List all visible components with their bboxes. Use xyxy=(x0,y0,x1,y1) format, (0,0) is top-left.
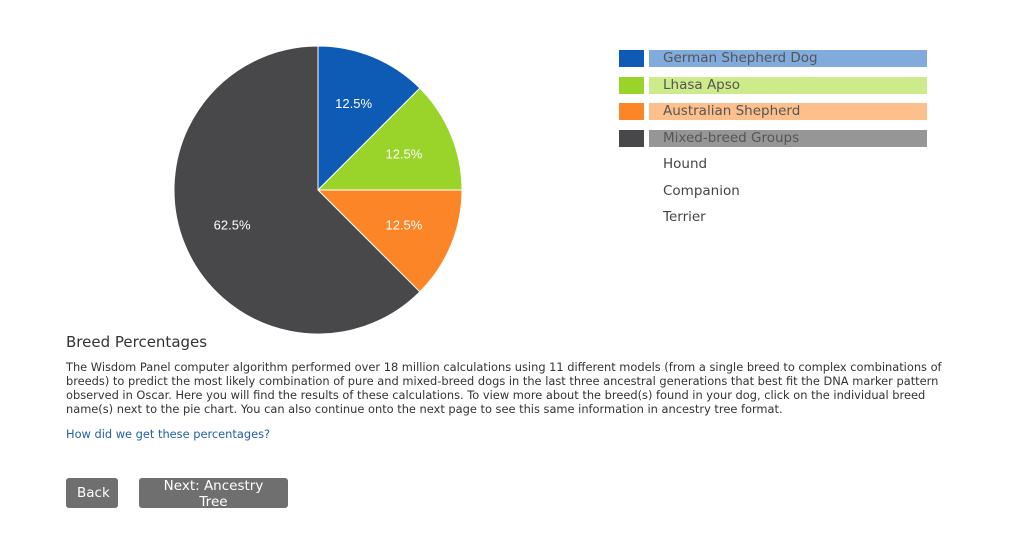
legend-swatch xyxy=(619,50,644,67)
legend-group-hound[interactable]: Hound xyxy=(663,156,708,172)
legend-group-terrier[interactable]: Terrier xyxy=(663,209,706,225)
legend-swatch xyxy=(619,129,644,147)
breed-pie-chart: 12.5% 12.5% 12.5% 62.5% xyxy=(173,45,463,335)
back-button[interactable]: Back xyxy=(66,478,118,508)
pie-slice-1[interactable] xyxy=(316,87,463,191)
legend-item-mixed-breed-groups[interactable]: Mixed-breed Groups xyxy=(619,129,939,156)
legend-item-australian-shepherd[interactable]: Australian Shepherd xyxy=(619,102,939,129)
breed-legend: German Shepherd Dog Lhasa Apso Australia… xyxy=(619,49,939,235)
pie-slice-label-3: 62.5% xyxy=(214,218,251,233)
legend-label[interactable]: German Shepherd Dog xyxy=(649,50,927,67)
pie-slice-2[interactable] xyxy=(316,189,463,293)
legend-item-lhasa-apso[interactable]: Lhasa Apso xyxy=(619,76,939,103)
next-ancestry-tree-button[interactable]: Next: Ancestry Tree xyxy=(139,478,288,510)
pie-slice-0[interactable] xyxy=(317,45,421,192)
pie-slice-label-1: 12.5% xyxy=(385,146,422,161)
legend-swatch xyxy=(619,103,644,120)
legend-item-german-shepherd[interactable]: German Shepherd Dog xyxy=(619,49,939,76)
legend-label[interactable]: Australian Shepherd xyxy=(649,103,927,120)
legend-group-companion[interactable]: Companion xyxy=(663,182,740,199)
section-title: Breed Percentages xyxy=(66,333,208,351)
section-description: The Wisdom Panel computer algorithm perf… xyxy=(66,360,942,416)
how-percentages-link[interactable]: How did we get these percentages? xyxy=(66,427,271,441)
legend-swatch xyxy=(619,76,644,94)
pie-slice-3[interactable] xyxy=(173,45,421,335)
legend-label[interactable]: Lhasa Apso xyxy=(649,76,927,94)
legend-label[interactable]: Mixed-breed Groups xyxy=(649,129,927,147)
pie-slice-label-2: 12.5% xyxy=(385,218,422,233)
pie-slice-label-0: 12.5% xyxy=(335,96,372,111)
